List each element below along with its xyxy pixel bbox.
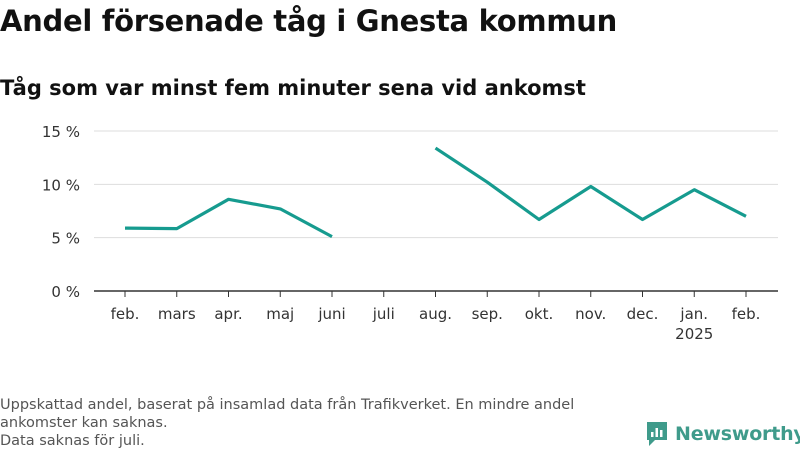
y-tick-label: 10 % xyxy=(42,176,80,194)
x-tick-label: apr. xyxy=(214,305,242,323)
y-tick-label: 0 % xyxy=(51,283,80,301)
series-lines xyxy=(124,146,747,239)
footnote-line-1: Uppskattad andel, baserat på insamlad da… xyxy=(0,397,575,431)
y-axis-ticks: 0 % 5 % 10 % 15 % xyxy=(42,123,80,301)
chart-subtitle: Tåg som var minst fem minuter sena vid a… xyxy=(0,76,586,100)
chart-title: Andel försenade tåg i Gnesta kommun xyxy=(0,4,617,38)
x-tick-label: juli xyxy=(372,305,395,323)
brand-logo: Newsworthy xyxy=(645,420,800,448)
x-tick-label: juni xyxy=(317,305,345,323)
brand-name: Newsworthy xyxy=(675,423,800,445)
x-tick-label: maj xyxy=(266,305,294,323)
grid-lines xyxy=(94,130,778,292)
footnote-line-2: Data saknas för juli. xyxy=(0,433,145,449)
y-tick-label: 5 % xyxy=(51,230,80,248)
series-line-segment xyxy=(434,146,747,222)
x-tick-label: mars xyxy=(158,305,196,323)
x-axis: feb. mars apr. maj juni juli aug. sep. okt. nov. d… xyxy=(111,291,761,343)
x-tick-label: dec. xyxy=(627,305,659,323)
footnote: Uppskattad andel, baserat på insamlad da… xyxy=(0,396,640,450)
x-tick-label: feb. xyxy=(111,305,140,323)
x-tick-label: sep. xyxy=(472,305,503,323)
x-tick-year-label: 2025 xyxy=(675,325,713,343)
x-tick-label: okt. xyxy=(525,305,554,323)
x-tick-label: aug. xyxy=(419,305,452,323)
newsworthy-logo-icon xyxy=(647,422,667,446)
x-tick-label: jan. xyxy=(679,305,708,323)
y-tick-label: 15 % xyxy=(42,123,80,141)
x-tick-label: nov. xyxy=(575,305,606,323)
x-tick-label: feb. xyxy=(732,305,761,323)
series-line-segment xyxy=(124,197,333,239)
